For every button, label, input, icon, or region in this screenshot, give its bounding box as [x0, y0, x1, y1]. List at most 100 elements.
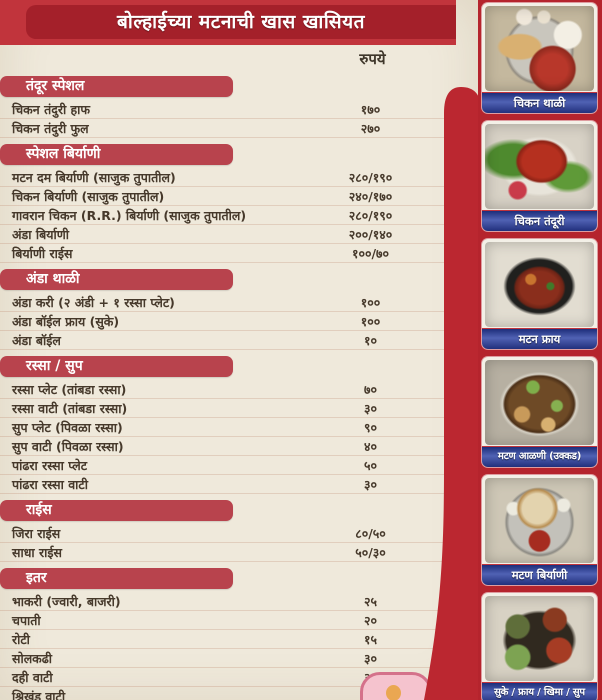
food-label: चिकन थाळी	[482, 92, 597, 113]
section-title: तंदूर स्पेशल	[26, 78, 85, 94]
menu-item-label: श्रिखंड वाटी	[12, 689, 66, 700]
menu-item-label: रोटी	[12, 632, 30, 647]
title-banner: बोल्हाईच्या मटनाची खास खासियत	[0, 0, 456, 45]
section-title: स्पेशल बिर्याणी	[26, 146, 101, 162]
menu-item-price: १००/७०	[351, 246, 390, 261]
menu-item-price: १००	[360, 314, 381, 329]
section-rows: चिकन तंदुरी हाफ १७० चिकन तंदुरी फुल २७०	[0, 100, 478, 138]
food-card: चिकन थाळी	[482, 3, 597, 113]
menu-item-price: ७०	[363, 382, 377, 397]
menu-item-price: ८०/५०	[355, 526, 386, 541]
menu-item-row: रस्सा वाटी (तांबडा रस्सा) ३०	[0, 399, 478, 418]
menu-item-label: अंडा बॉईल	[12, 333, 61, 348]
section-header-bar: अंडा थाळी	[0, 269, 233, 290]
menu-item-row: सुप प्लेट (पिवळा रस्सा) ९०	[0, 418, 478, 437]
menu-item-label: चिकन तंदुरी हाफ	[12, 102, 91, 117]
menu-item-row: पांढरा रस्सा वाटी ३०	[0, 475, 478, 494]
menu-item-label: अंडा बिर्याणी	[12, 227, 69, 242]
food-label: सुके / फ्राय / खिमा / सुप	[482, 682, 597, 700]
mutton-fry-photo	[485, 242, 594, 327]
menu-item-price: ३०	[363, 477, 377, 492]
menu-item-row: भाकरी (ज्वारी, बाजरी) २५	[0, 592, 478, 611]
menu-item-price: ३०	[363, 401, 377, 416]
section-rows: भाकरी (ज्वारी, बाजरी) २५ चपाती २० रोटी १…	[0, 592, 478, 700]
section-rows: जिरा राईस ८०/५० साधा राईस ५०/३०	[0, 524, 478, 562]
menu-item-label: चिकन बिर्याणी (साजुक तुपातील)	[12, 189, 165, 204]
food-card: मटण बिर्याणी	[482, 475, 597, 585]
menu-section: स्पेशल बिर्याणी मटन दम बिर्याणी (साजुक त…	[0, 144, 478, 263]
section-rows: अंडा करी (२ अंडी + १ रस्सा प्लेट) १०० अं…	[0, 293, 478, 350]
menu-item-price: १७०	[360, 102, 381, 117]
menu-item-label: चपाती	[12, 613, 41, 628]
section-header-bar: इतर	[0, 568, 233, 589]
menu-item-row: सुप वाटी (पिवळा रस्सा) ४०	[0, 437, 478, 456]
menu-section: तंदूर स्पेशल चिकन तंदुरी हाफ १७० चिकन तं…	[0, 76, 478, 138]
menu-item-price: १०	[363, 333, 377, 348]
currency-header: रुपये	[359, 50, 386, 68]
section-header-bar: तंदूर स्पेशल	[0, 76, 233, 97]
section-title: इतर	[26, 570, 47, 586]
menu-item-row: मटन दम बिर्याणी (साजुक तुपातील) २८०/१९०	[0, 168, 478, 187]
menu-item-label: बिर्याणी राईस	[12, 246, 73, 261]
menu-item-label: दही वाटी	[12, 670, 53, 685]
menu-item-row: बिर्याणी राईस १००/७०	[0, 244, 478, 263]
chicken-thali-photo	[485, 6, 594, 91]
menu-item-price: २४०/१७०	[348, 189, 393, 204]
menu-section: अंडा थाळी अंडा करी (२ अंडी + १ रस्सा प्ल…	[0, 269, 478, 350]
menu-item-label: चिकन तंदुरी फुल	[12, 121, 89, 136]
section-title: राईस	[26, 502, 52, 518]
menu-item-row: अंडा बॉईल फ्राय (सुके) १००	[0, 312, 478, 331]
section-rows: रस्सा प्लेट (तांबडा रस्सा) ७० रस्सा वाटी…	[0, 380, 478, 494]
food-card: चिकन तंदूरी	[482, 121, 597, 231]
food-label: मटण आळणी (उक्कड)	[482, 446, 597, 467]
menu-content: रुपये तंदूर स्पेशल चिकन तंदुरी हाफ १७० च…	[0, 46, 478, 700]
menu-item-price: २०	[363, 613, 377, 628]
menu-item-row: चपाती २०	[0, 611, 478, 630]
menu-item-price: ५०/३०	[355, 545, 386, 560]
food-card: सुके / फ्राय / खिमा / सुप	[482, 593, 597, 700]
section-title: रस्सा / सुप	[26, 358, 83, 374]
food-card: मटण आळणी (उक्कड)	[482, 357, 597, 467]
menu-item-row: अंडा करी (२ अंडी + १ रस्सा प्लेट) १००	[0, 293, 478, 312]
menu-sections: तंदूर स्पेशल चिकन तंदुरी हाफ १७० चिकन तं…	[0, 76, 478, 700]
bottom-emblem-partial	[360, 672, 432, 700]
section-header-bar: रस्सा / सुप	[0, 356, 233, 377]
menu-item-price: २८०/१९०	[348, 170, 393, 185]
menu-item-label: भाकरी (ज्वारी, बाजरी)	[12, 594, 121, 609]
menu-item-price: १००	[360, 295, 381, 310]
menu-item-label: गावरान चिकन (R.R.) बिर्याणी (साजुक तुपात…	[12, 208, 247, 223]
menu-item-label: रस्सा प्लेट (तांबडा रस्सा)	[12, 382, 127, 397]
section-header-bar: स्पेशल बिर्याणी	[0, 144, 233, 165]
menu-item-price: १५	[363, 632, 377, 647]
menu-item-label: सोलकढी	[12, 651, 53, 666]
menu-item-label: पांढरा रस्सा वाटी	[12, 477, 88, 492]
menu-item-label: जिरा राईस	[12, 526, 61, 541]
menu-item-price: २००/१४०	[348, 227, 393, 242]
menu-item-price: २५	[363, 594, 377, 609]
menu-item-label: साधा राईस	[12, 545, 62, 560]
section-title: अंडा थाळी	[26, 271, 80, 287]
menu-item-price: ९०	[363, 420, 377, 435]
menu-item-row: गावरान चिकन (R.R.) बिर्याणी (साजुक तुपात…	[0, 206, 478, 225]
menu-item-label: पांढरा रस्सा प्लेट	[12, 458, 88, 473]
menu-item-price: ५०	[363, 458, 377, 473]
menu-item-label: अंडा बॉईल फ्राय (सुके)	[12, 314, 120, 329]
menu-item-row: अंडा बिर्याणी २००/१४०	[0, 225, 478, 244]
menu-item-row: रोटी १५	[0, 630, 478, 649]
menu-item-row: सोलकढी ३०	[0, 649, 478, 668]
menu-item-row: साधा राईस ५०/३०	[0, 543, 478, 562]
food-label: मटन फ्राय	[482, 328, 597, 349]
page-title: बोल्हाईच्या मटनाची खास खासियत	[26, 5, 456, 39]
menu-item-label: सुप प्लेट (पिवळा रस्सा)	[12, 420, 123, 435]
menu-item-row: रस्सा प्लेट (तांबडा रस्सा) ७०	[0, 380, 478, 399]
menu-item-row: चिकन तंदुरी फुल २७०	[0, 119, 478, 138]
menu-item-row: चिकन बिर्याणी (साजुक तुपातील) २४०/१७०	[0, 187, 478, 206]
menu-item-label: सुप वाटी (पिवळा रस्सा)	[12, 439, 124, 454]
menu-section: इतर भाकरी (ज्वारी, बाजरी) २५ चपाती २० रो…	[0, 568, 478, 700]
menu-item-label: रस्सा वाटी (तांबडा रस्सा)	[12, 401, 128, 416]
chicken-tandoori-photo	[485, 124, 594, 209]
menu-section: रस्सा / सुप रस्सा प्लेट (तांबडा रस्सा) ७…	[0, 356, 478, 494]
menu-section: राईस जिरा राईस ८०/५० साधा राईस ५०/३०	[0, 500, 478, 562]
menu-item-row: पांढरा रस्सा प्लेट ५०	[0, 456, 478, 475]
